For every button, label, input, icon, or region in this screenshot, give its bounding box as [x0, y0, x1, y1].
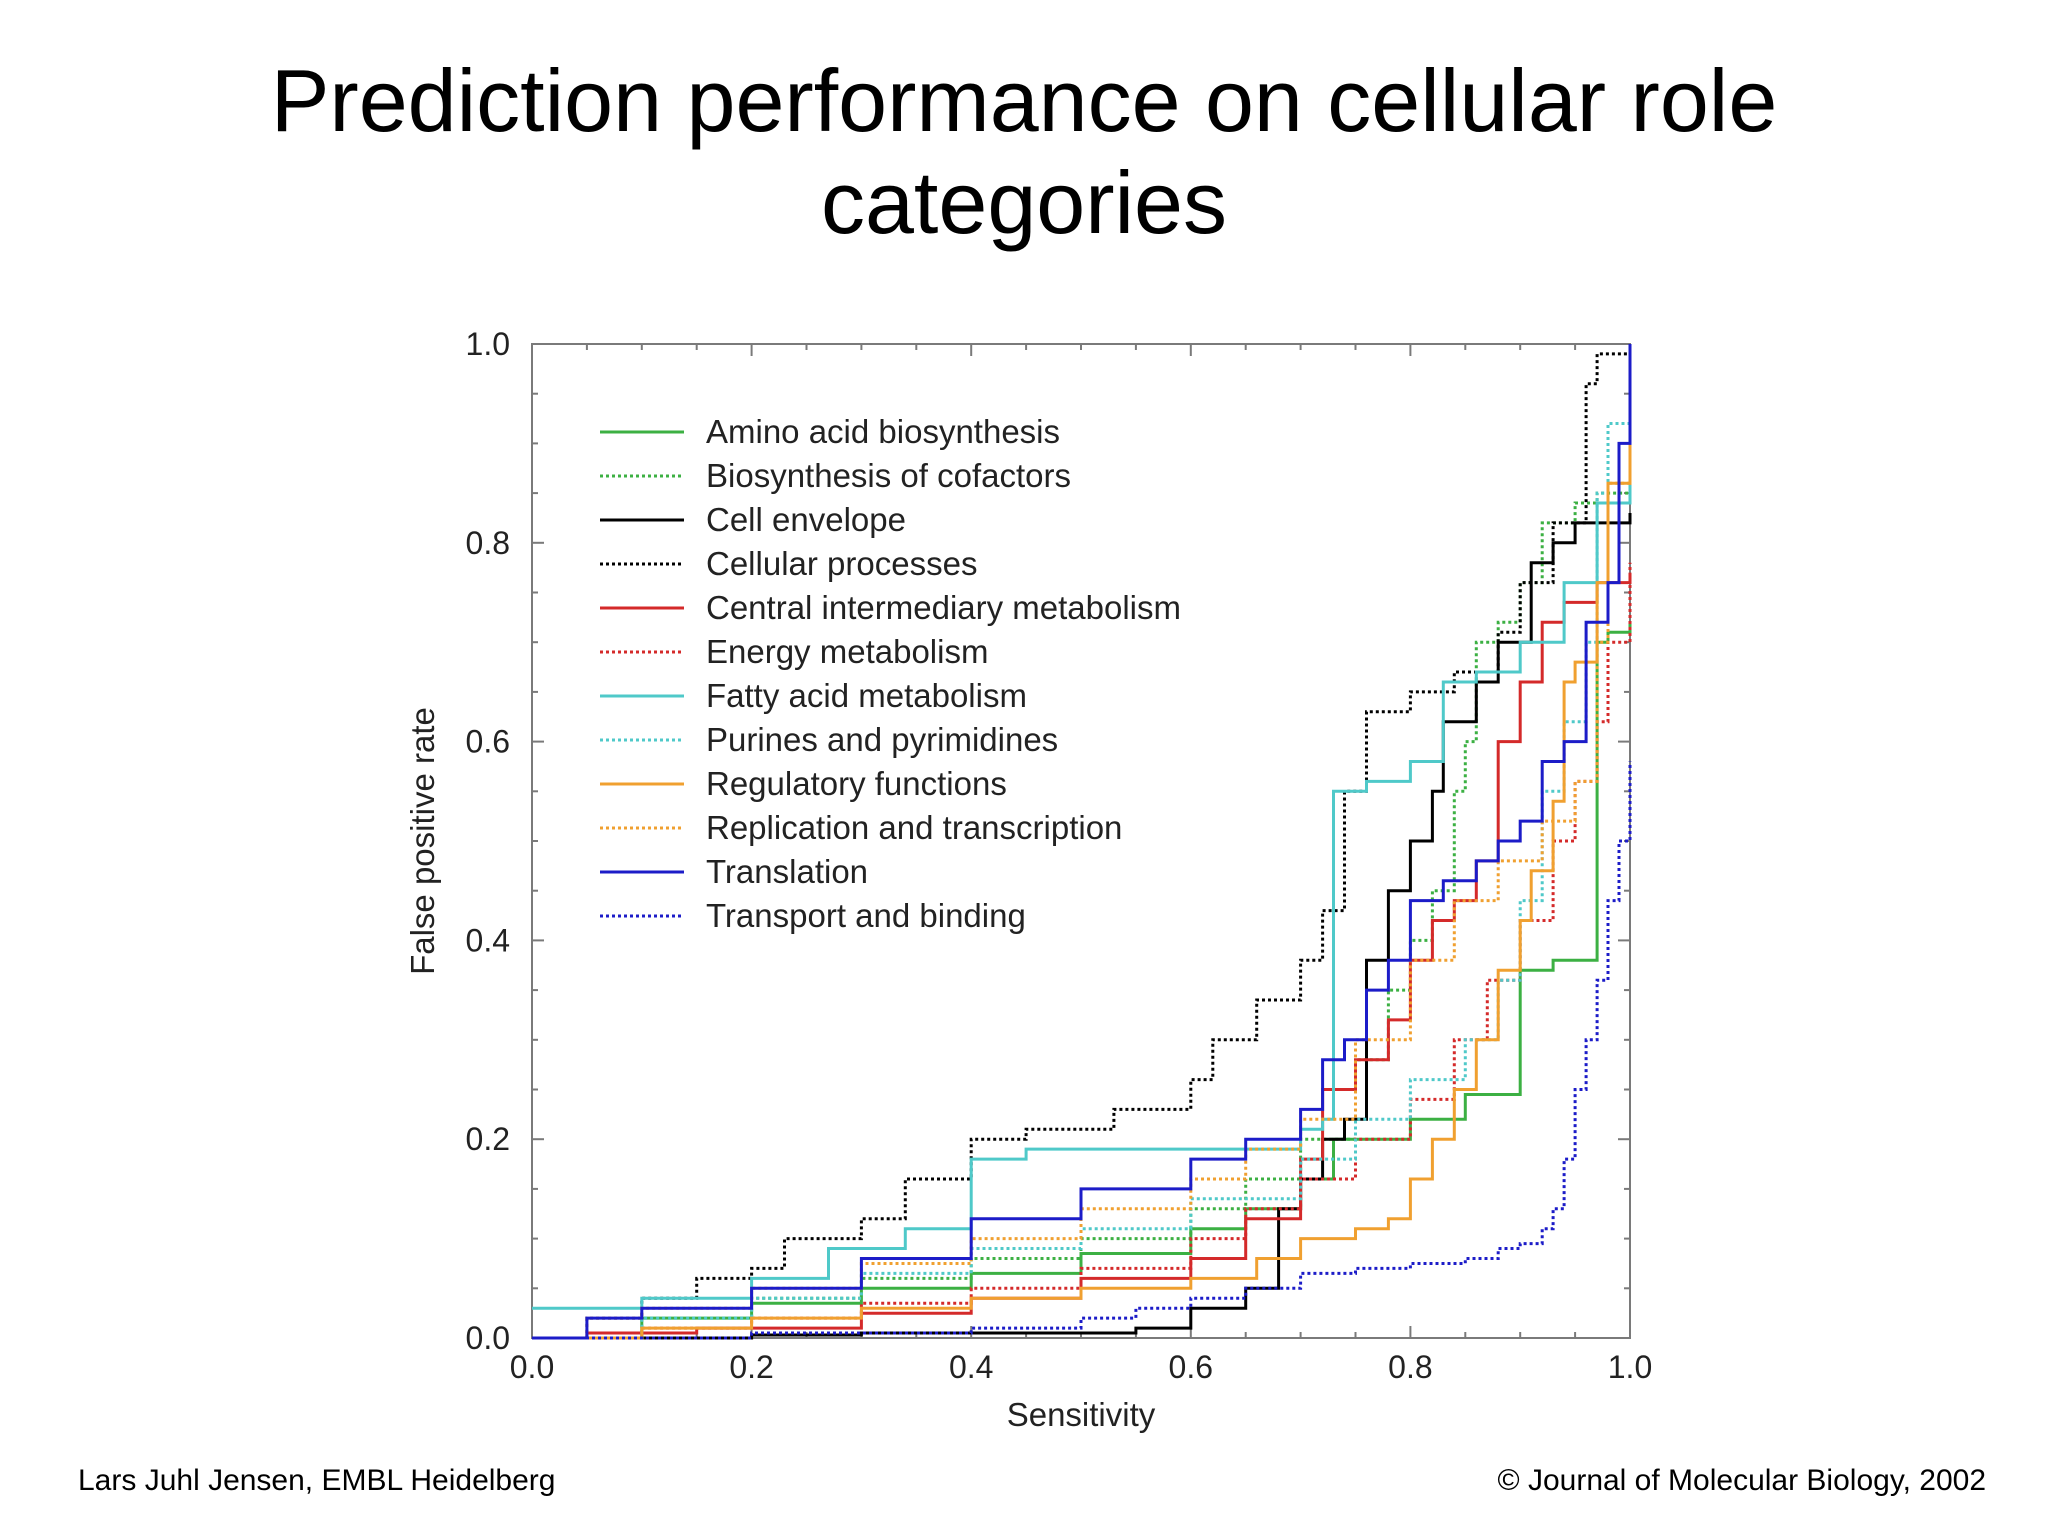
legend-label-1: Amino acid biosynthesis	[706, 413, 1060, 450]
series-line-5	[532, 572, 1632, 1340]
legend-label-8: Purines and pyrimidines	[706, 721, 1058, 758]
legend-label-3: Cell envelope	[706, 501, 906, 538]
legend-label-2: Biosynthesis of cofactors	[706, 457, 1071, 494]
series-line-11	[532, 344, 1632, 1340]
legend-label-4: Cellular processes	[706, 545, 977, 582]
series-line-7	[532, 483, 1632, 1310]
y-tick-label: 0.4	[466, 922, 510, 958]
series-line-12	[532, 761, 1632, 1340]
legend-label-12: Transport and binding	[706, 897, 1026, 934]
y-axis-label: False positive rate	[404, 707, 441, 975]
slide-title-line-2: categories	[820, 153, 1227, 252]
y-tick-label: 0.8	[466, 525, 510, 561]
y-tick-label: 0.0	[466, 1320, 510, 1356]
y-tick-label: 0.6	[466, 724, 510, 760]
slide-title-line-1: Prediction performance on cellular role	[270, 51, 1778, 150]
series-line-6	[532, 562, 1632, 1340]
legend-label-7: Fatty acid metabolism	[706, 677, 1027, 714]
series-line-9	[532, 443, 1632, 1340]
y-tick-label: 1.0	[466, 326, 510, 362]
footer-copyright: © Journal of Molecular Biology, 2002	[1497, 1464, 1986, 1497]
x-tick-label: 0.8	[1388, 1349, 1432, 1385]
x-tick-label: 1.0	[1608, 1349, 1652, 1385]
slide-title: Prediction performance on cellular role …	[0, 50, 2048, 254]
x-tick-label: 0.6	[1169, 1349, 1213, 1385]
footer-author: Lars Juhl Jensen, EMBL Heidelberg	[78, 1464, 556, 1497]
x-tick-label: 0.0	[510, 1349, 554, 1385]
x-axis-label: Sensitivity	[1007, 1396, 1156, 1433]
legend-label-5: Central intermediary metabolism	[706, 589, 1181, 626]
legend-label-9: Regulatory functions	[706, 765, 1007, 802]
legend-label-10: Replication and transcription	[706, 809, 1122, 846]
x-tick-label: 0.2	[729, 1349, 773, 1385]
y-tick-label: 0.2	[466, 1121, 510, 1157]
legend-label-6: Energy metabolism	[706, 633, 988, 670]
series-line-4	[532, 344, 1632, 1340]
x-tick-label: 0.4	[949, 1349, 993, 1385]
legend-label-11: Translation	[706, 853, 868, 890]
series-line-8	[532, 413, 1632, 1340]
